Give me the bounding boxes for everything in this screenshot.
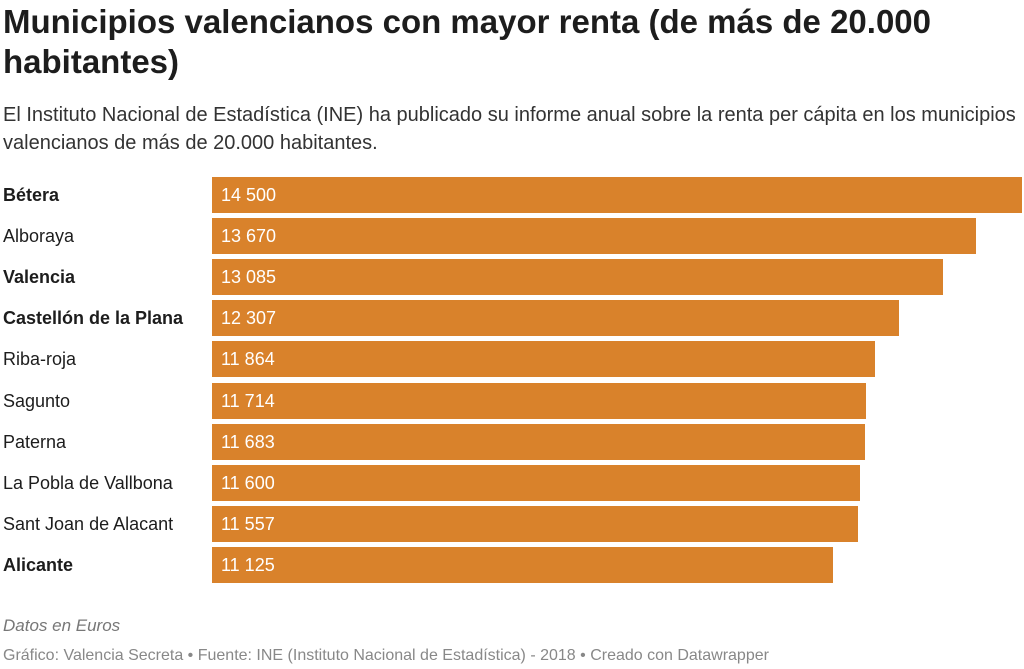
category-label: Valencia xyxy=(3,267,76,288)
bar-value-label: 13 085 xyxy=(221,267,277,288)
category-label: Alboraya xyxy=(3,226,75,247)
bar-row: Alboraya 13 670 xyxy=(0,218,1024,256)
category-label: Sant Joan de Alacant xyxy=(3,513,174,534)
bar-row: La Pobla de Vallbona 11 600 xyxy=(0,464,1024,503)
bar-value-label: 11 125 xyxy=(221,554,275,575)
bar-value-label: 11 864 xyxy=(221,349,275,370)
category-label: Alicante xyxy=(3,554,74,575)
bar xyxy=(212,259,943,296)
bar-row: Riba-roja 11 864 xyxy=(0,341,1024,379)
chart-notes: Datos en Euros xyxy=(3,616,121,635)
bar xyxy=(212,505,858,542)
bar xyxy=(212,382,867,419)
chart-title: Municipios valencianos con mayor renta (… xyxy=(3,3,932,80)
bar-row: Alicante 11 125 xyxy=(0,546,1024,585)
chart-footer: Gráfico: Valencia Secreta • Fuente: INE … xyxy=(3,647,769,664)
bar-chart: Bétera 14 500 Alboraya 13 670 Valencia 13 085… xyxy=(0,170,1024,590)
category-label: Bétera xyxy=(3,185,60,205)
bar xyxy=(212,177,1022,213)
bar-row: Bétera 14 500 xyxy=(0,177,1024,215)
bar xyxy=(212,341,875,378)
category-label: Paterna xyxy=(3,431,67,452)
bar-value-label: 11 714 xyxy=(221,390,275,411)
bar-row: Paterna 11 683 xyxy=(0,423,1024,462)
bar xyxy=(212,218,976,255)
bar-row: Sagunto 11 714 xyxy=(0,382,1024,421)
bar-row: Valencia 13 085 xyxy=(0,259,1024,297)
bar xyxy=(212,423,865,460)
bar-row: Castellón de la Plana 12 307 xyxy=(0,300,1024,338)
bar-value-label: 11 683 xyxy=(221,431,275,452)
bar xyxy=(212,300,900,337)
category-label: Riba-roja xyxy=(3,349,77,370)
chart-subtitle: El Instituto Nacional de Estadística (IN… xyxy=(3,104,1016,154)
category-label: Sagunto xyxy=(3,390,71,411)
bar-value-label: 13 670 xyxy=(221,226,277,247)
bar xyxy=(212,546,834,583)
bar-row: Sant Joan de Alacant 11 557 xyxy=(0,505,1024,544)
bar xyxy=(212,464,860,501)
bar-value-label: 11 600 xyxy=(221,472,275,493)
bar-value-label: 12 307 xyxy=(221,308,277,329)
bar-value-label: 11 557 xyxy=(221,513,275,534)
category-label: Castellón de la Plana xyxy=(3,308,184,329)
category-label: La Pobla de Vallbona xyxy=(3,472,173,493)
bar-value-label: 14 500 xyxy=(221,185,277,205)
